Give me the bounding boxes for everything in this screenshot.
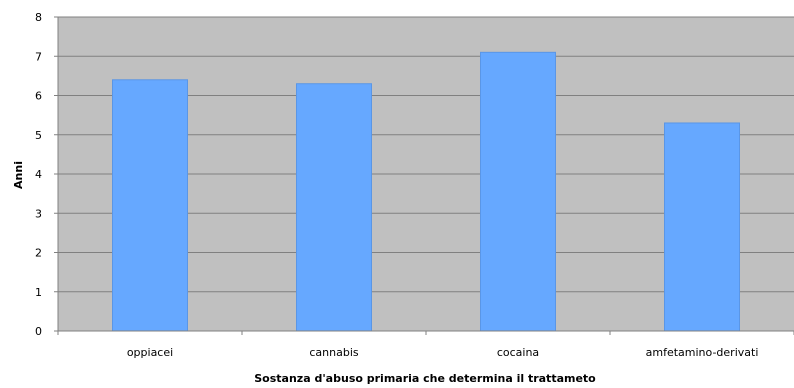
y-tick-label: 1 bbox=[35, 286, 42, 299]
y-tick-label: 0 bbox=[35, 325, 42, 338]
y-tick-label: 8 bbox=[35, 11, 42, 24]
y-tick-label: 5 bbox=[35, 129, 42, 142]
x-tick-label: amfetamino-derivati bbox=[646, 346, 759, 359]
bar-amfetamino-derivati bbox=[664, 122, 740, 332]
y-tick-label: 2 bbox=[35, 247, 42, 260]
y-tick-label: 6 bbox=[35, 90, 42, 103]
y-tick-label: 7 bbox=[35, 50, 42, 63]
x-axis-title: Sostanza d'abuso primaria che determina … bbox=[254, 372, 596, 385]
y-tick-labels: 0 1 2 3 4 5 6 7 8 bbox=[35, 11, 42, 338]
axes bbox=[54, 16, 794, 335]
x-tick-label: cocaina bbox=[497, 346, 539, 359]
y-tick-label: 3 bbox=[35, 207, 42, 220]
x-tick-label: cannabis bbox=[309, 346, 359, 359]
bar-cannabis bbox=[296, 83, 372, 332]
y-tick-label: 4 bbox=[35, 168, 42, 181]
y-axis-title: Anni bbox=[12, 161, 25, 189]
bars bbox=[112, 51, 740, 332]
x-tick-labels: oppiacei cannabis cocaina amfetamino-deriva… bbox=[127, 346, 759, 359]
x-tick-label: oppiacei bbox=[127, 346, 173, 359]
bar-cocaina bbox=[480, 51, 556, 332]
bar-oppiacei bbox=[112, 79, 188, 332]
